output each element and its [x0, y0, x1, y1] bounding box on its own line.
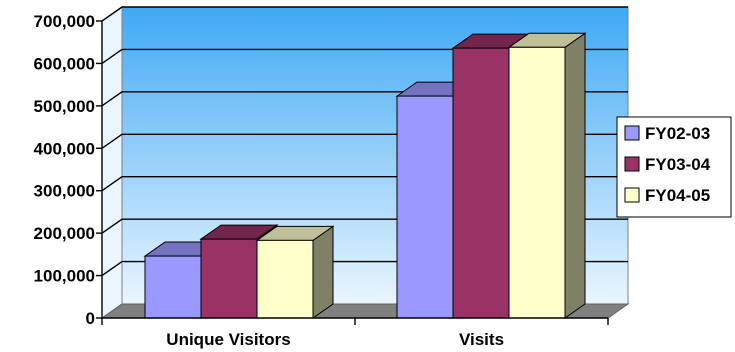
legend-label: FY03-04 [645, 155, 711, 174]
legend-item: FY02-03 [624, 124, 710, 143]
y-tick-label: 100,000 [34, 267, 95, 286]
x-tick-label: Visits [459, 330, 504, 349]
legend-label: FY04-05 [645, 186, 710, 205]
legend-swatch [624, 156, 640, 172]
legend-swatch [624, 125, 640, 141]
bar [507, 32, 587, 319]
bar [255, 225, 335, 319]
y-tick-label: 400,000 [34, 139, 95, 158]
bar-side [312, 225, 334, 319]
x-tick-label: Unique Visitors [166, 330, 290, 349]
legend-item: FY04-05 [624, 186, 710, 205]
legend-swatch [624, 187, 640, 203]
bar-front [200, 238, 258, 319]
y-tick-label: 500,000 [34, 97, 95, 116]
bar-front [396, 95, 454, 319]
y-tick-label: 200,000 [34, 224, 95, 243]
legend: FY02-03 FY03-04 FY04-05 [616, 116, 732, 218]
legend-item: FY03-04 [624, 155, 711, 174]
bar-side [564, 32, 586, 319]
y-tick-label: 600,000 [34, 54, 95, 73]
axes: 0 100,000 200,000 300,000 400,000 500,000 600,… [34, 12, 609, 349]
gridline [101, 6, 628, 22]
bar-front [452, 47, 510, 319]
legend-label: FY02-03 [645, 124, 710, 143]
y-tick-label: 300,000 [34, 182, 95, 201]
bar-front [508, 46, 566, 319]
y-tick-label: 0 [86, 309, 95, 328]
side-wall [101, 6, 123, 319]
y-tick-label: 700,000 [34, 12, 95, 31]
bar-front [256, 239, 314, 319]
bar-front [144, 255, 202, 319]
